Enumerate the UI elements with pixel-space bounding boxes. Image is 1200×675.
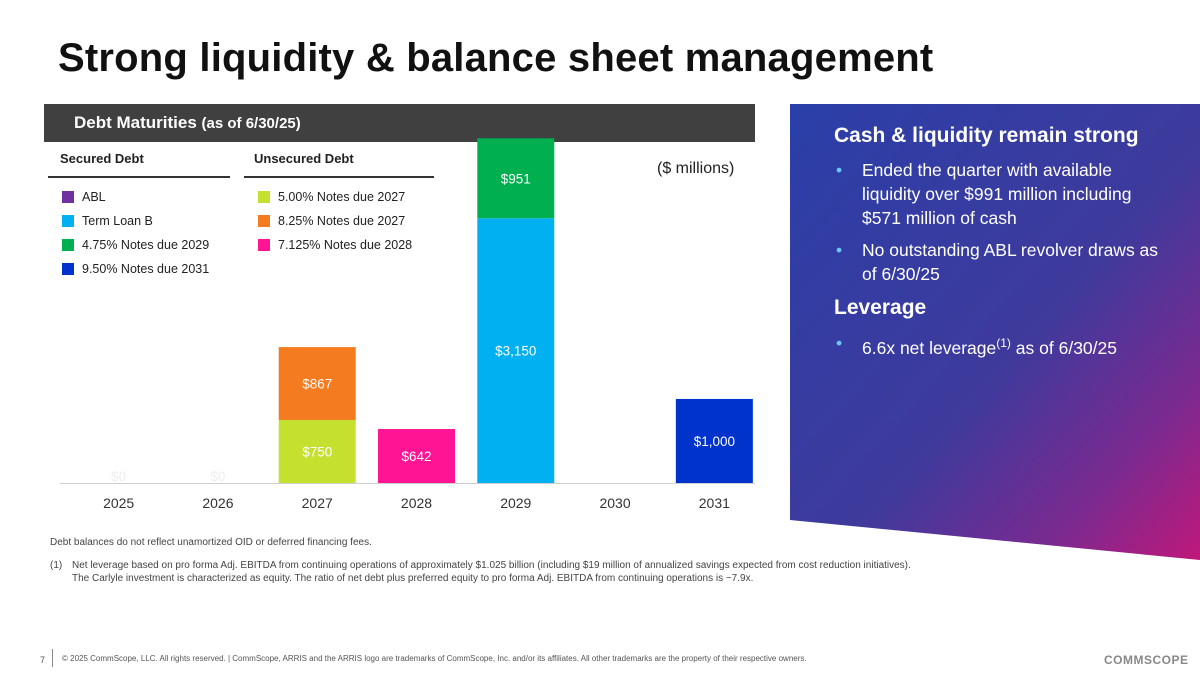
legend-swatch [258,191,270,203]
legend-secured-title: Secured Debt [60,151,144,166]
legend-swatch [62,239,74,251]
units-label: ($ millions) [657,160,735,177]
commscope-logo: COMMSCOPE [1104,653,1189,667]
data-label: $0 [111,469,126,484]
bullet-text: 6.6x net leverage [862,337,997,358]
x-tick-label: 2029 [500,495,531,511]
bullet-text: No outstanding ABL revolver draws as of … [862,240,1159,284]
bar-segment [477,218,555,483]
bullet-text: Ended the quarter with available liquidi… [862,160,1132,228]
footnote-oid: Debt balances do not reflect unamortized… [50,537,372,548]
x-tick-label: 2027 [302,495,333,511]
legend-swatch [62,215,74,227]
legend-swatch [62,191,74,203]
footnote-text: Net leverage based on pro forma Adj. EBI… [72,560,911,584]
bar-segment [278,419,356,483]
right-heading-leverage: Leverage [834,296,927,319]
x-tick-label: 2028 [401,495,432,511]
data-label: $0 [210,469,225,484]
footnote-number: (1) [50,560,63,571]
bar-segment [278,347,356,420]
legend-swatch [258,239,270,251]
page-title: Strong liquidity & balance sheet managem… [58,36,934,80]
x-tick-label: 2031 [699,495,730,511]
bar-segment [675,398,753,483]
footnote-ref: (1) [996,336,1011,350]
bar-segment [378,429,455,483]
debt-maturities-chart: 2025 2026 2027 2028 2029 2030 2031 $0 $0 $750 $867… [60,138,755,511]
legend-unsecured-title: Unsecured Debt [254,151,354,166]
x-tick-label: 2030 [599,495,630,511]
bullet-dot: • [836,240,843,260]
chart-header-title: Debt Maturities [74,113,197,132]
right-heading-liquidity: Cash & liquidity remain strong [834,124,1139,147]
chart-header-subtitle: (as of 6/30/25) [201,115,301,132]
footer-divider [52,649,53,667]
legend-divider [244,176,434,178]
chart-header: Debt Maturities (as of 6/30/25) [44,104,755,142]
data-label: $1,000 [694,434,735,449]
bar-segment [477,138,555,219]
data-label: $3,150 [495,344,536,359]
legend-swatch [62,263,74,275]
data-label: $750 [302,444,332,459]
x-tick-label: 2025 [103,495,134,511]
x-tick-label: 2026 [202,495,233,511]
bullet-text-tail: as of 6/30/25 [1010,337,1117,358]
data-label: $951 [501,171,531,186]
copyright-text: © 2025 CommScope, LLC. All rights reserv… [62,654,807,663]
page-number: 7 [40,655,46,665]
bullet-dot: • [836,333,843,353]
legend-swatch [258,215,270,227]
data-label: $867 [302,377,332,392]
bullet-dot: • [836,160,843,180]
legend-divider [48,176,230,178]
data-label: $642 [401,449,431,464]
